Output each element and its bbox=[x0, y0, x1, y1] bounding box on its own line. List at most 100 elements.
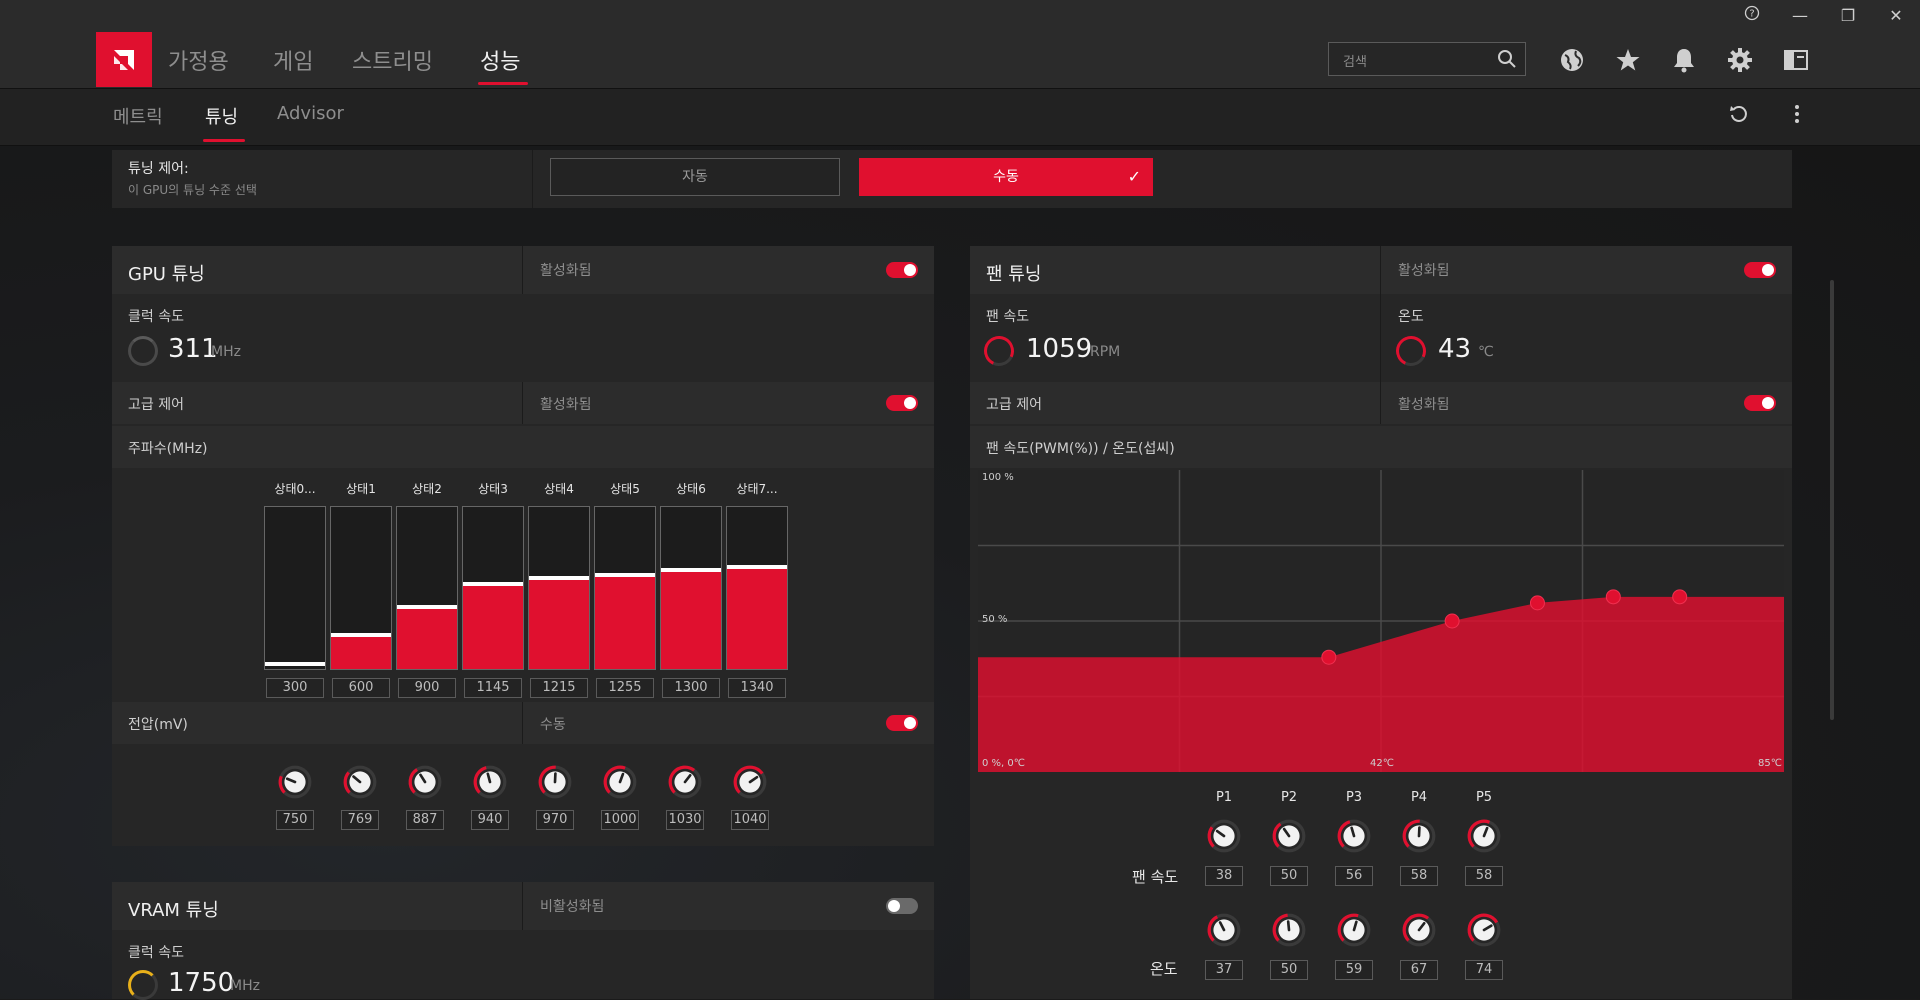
fan-speed-value-box[interactable]: 56 bbox=[1335, 866, 1373, 886]
gpu-advanced-toggle[interactable] bbox=[886, 395, 918, 411]
minimize-button[interactable]: — bbox=[1784, 4, 1816, 28]
fan-speed-value-box[interactable]: 58 bbox=[1400, 866, 1438, 886]
fan-tuning-state: 활성화됨 bbox=[1398, 260, 1450, 280]
fan-curve-chart[interactable]: 100 % 50 % 0 %, 0℃ 42℃ 85℃ bbox=[978, 470, 1784, 772]
voltage-knob[interactable] bbox=[732, 764, 768, 800]
subtab-tuning[interactable]: 튜닝 bbox=[205, 103, 238, 129]
fan-curve-point[interactable] bbox=[1530, 596, 1544, 610]
voltage-toggle[interactable] bbox=[886, 715, 918, 731]
voltage-value-box[interactable]: 769 bbox=[341, 810, 379, 830]
temp-value-box[interactable]: 67 bbox=[1400, 960, 1438, 980]
temp-value-box[interactable]: 50 bbox=[1270, 960, 1308, 980]
vram-tuning-toggle[interactable] bbox=[886, 898, 918, 914]
fan-speed-label: 팬 속도 bbox=[986, 306, 1029, 326]
nav-tab-home[interactable]: 가정용 bbox=[168, 44, 229, 76]
fan-speed-knob[interactable] bbox=[1336, 818, 1372, 854]
freq-value-box[interactable]: 900 bbox=[398, 678, 456, 698]
voltage-knob[interactable] bbox=[667, 764, 703, 800]
temp-knob[interactable] bbox=[1271, 912, 1307, 948]
more-options-icon[interactable] bbox=[1786, 103, 1808, 129]
freq-value-box[interactable]: 600 bbox=[332, 678, 390, 698]
manual-tuning-button[interactable]: 수동 ✓ bbox=[859, 158, 1153, 196]
header-divider bbox=[1380, 246, 1381, 294]
voltage-value-box[interactable]: 1000 bbox=[601, 810, 639, 830]
temp-value-box[interactable]: 59 bbox=[1335, 960, 1373, 980]
freq-state-bar[interactable] bbox=[462, 506, 524, 670]
fan-curve-point[interactable] bbox=[1322, 650, 1336, 664]
freq-state-bar[interactable] bbox=[528, 506, 590, 670]
temp-knob[interactable] bbox=[1466, 912, 1502, 948]
voltage-value-box[interactable]: 750 bbox=[276, 810, 314, 830]
voltage-value-box[interactable]: 1030 bbox=[666, 810, 704, 830]
fan-speed-value-box[interactable]: 38 bbox=[1205, 866, 1243, 886]
globe-icon[interactable] bbox=[1558, 46, 1586, 74]
subtab-metrics[interactable]: 메트릭 bbox=[113, 103, 163, 129]
vram-tuning-header: VRAM 튜닝 비활성화됨 bbox=[112, 882, 934, 930]
freq-value-box[interactable]: 1300 bbox=[662, 678, 720, 698]
vram-clock-label: 클럭 속도 bbox=[128, 942, 184, 962]
sub-nav: 메트릭 튜닝 Advisor bbox=[0, 89, 1920, 146]
freq-value-box[interactable]: 1215 bbox=[530, 678, 588, 698]
scrollbar[interactable] bbox=[1830, 280, 1834, 720]
fan-curve-svg[interactable] bbox=[978, 470, 1784, 772]
fan-speed-knob[interactable] bbox=[1466, 818, 1502, 854]
freq-state-fill bbox=[331, 633, 391, 669]
voltage-value-box[interactable]: 1040 bbox=[731, 810, 769, 830]
freq-state-bar[interactable] bbox=[264, 506, 326, 670]
voltage-knob[interactable] bbox=[602, 764, 638, 800]
search-box[interactable]: 검색 bbox=[1328, 42, 1526, 76]
voltage-value-box[interactable]: 887 bbox=[406, 810, 444, 830]
voltage-knob[interactable] bbox=[342, 764, 378, 800]
star-icon[interactable] bbox=[1614, 46, 1642, 74]
fan-speed-knob[interactable] bbox=[1271, 818, 1307, 854]
temp-value-box[interactable]: 37 bbox=[1205, 960, 1243, 980]
freq-value-box[interactable]: 1255 bbox=[596, 678, 654, 698]
close-button[interactable]: ✕ bbox=[1880, 4, 1912, 28]
voltage-knob[interactable] bbox=[537, 764, 573, 800]
subtab-advisor[interactable]: Advisor bbox=[277, 103, 344, 124]
fan-curve-point[interactable] bbox=[1673, 590, 1687, 604]
voltage-knob[interactable] bbox=[277, 764, 313, 800]
temp-knob[interactable] bbox=[1401, 912, 1437, 948]
voltage-knob[interactable] bbox=[407, 764, 443, 800]
voltage-value-box[interactable]: 970 bbox=[536, 810, 574, 830]
freq-value-box[interactable]: 1145 bbox=[464, 678, 522, 698]
voltage-value-box[interactable]: 940 bbox=[471, 810, 509, 830]
auto-tuning-button[interactable]: 자동 bbox=[550, 158, 840, 196]
row-divider bbox=[522, 702, 523, 744]
fan-speed-knob[interactable] bbox=[1401, 818, 1437, 854]
help-icon[interactable]: ? bbox=[1736, 4, 1768, 28]
freq-value-box[interactable]: 1340 bbox=[728, 678, 786, 698]
amd-logo[interactable] bbox=[96, 32, 152, 87]
reset-icon[interactable] bbox=[1728, 103, 1750, 129]
freq-state-bar[interactable] bbox=[396, 506, 458, 670]
fan-speed-knob[interactable] bbox=[1206, 818, 1242, 854]
nav-tab-performance[interactable]: 성능 bbox=[480, 44, 520, 76]
fan-speed-value-box[interactable]: 50 bbox=[1270, 866, 1308, 886]
voltage-knob[interactable] bbox=[472, 764, 508, 800]
fan-curve-point[interactable] bbox=[1606, 590, 1620, 604]
restore-button[interactable]: ❐ bbox=[1832, 4, 1864, 28]
freq-state-bar[interactable] bbox=[330, 506, 392, 670]
freq-state-bar[interactable] bbox=[726, 506, 788, 670]
fan-advanced-state: 활성화됨 bbox=[1398, 394, 1450, 414]
freq-state-label: 상태1 bbox=[330, 480, 392, 497]
fan-tuning-toggle[interactable] bbox=[1744, 262, 1776, 278]
fan-advanced-toggle[interactable] bbox=[1744, 395, 1776, 411]
search-icon[interactable] bbox=[1497, 49, 1517, 73]
temp-value-box[interactable]: 74 bbox=[1465, 960, 1503, 980]
sidebar-panel-icon[interactable] bbox=[1782, 46, 1810, 74]
bell-icon[interactable] bbox=[1670, 46, 1698, 74]
fan-curve-point[interactable] bbox=[1445, 614, 1459, 628]
temp-knob[interactable] bbox=[1206, 912, 1242, 948]
nav-tab-streaming[interactable]: 스트리밍 bbox=[352, 44, 433, 76]
gpu-tuning-state: 활성화됨 bbox=[540, 260, 592, 280]
gpu-tuning-toggle[interactable] bbox=[886, 262, 918, 278]
freq-state-bar[interactable] bbox=[594, 506, 656, 670]
gear-icon[interactable] bbox=[1726, 46, 1754, 74]
freq-value-box[interactable]: 300 bbox=[266, 678, 324, 698]
temp-knob[interactable] bbox=[1336, 912, 1372, 948]
freq-state-bar[interactable] bbox=[660, 506, 722, 670]
fan-speed-value-box[interactable]: 58 bbox=[1465, 866, 1503, 886]
nav-tab-gaming[interactable]: 게임 bbox=[273, 44, 313, 76]
